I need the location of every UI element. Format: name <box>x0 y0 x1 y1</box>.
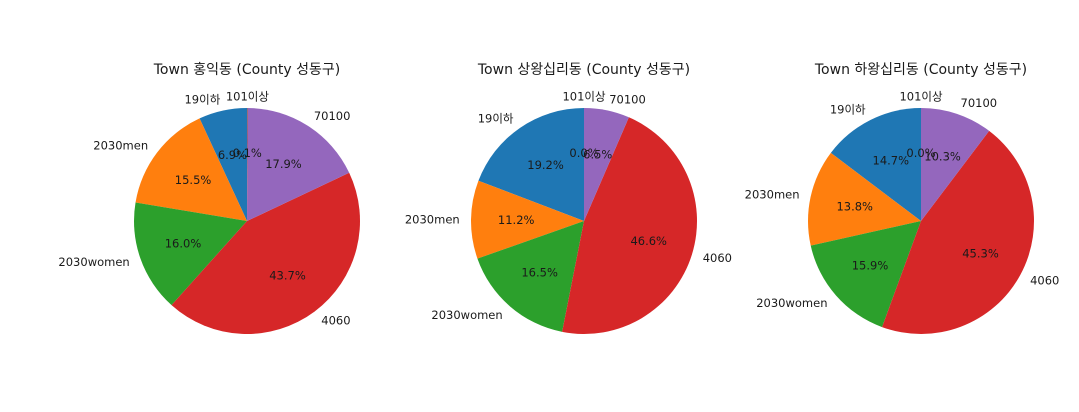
pie-chart-3: 14.7% 19이하 13.8% 2030men 15.9% 2030women 45.3%… <box>745 62 1060 334</box>
pie-category-label-2-3: 2030women <box>431 308 502 322</box>
pie-chart-title-2: Town 상왕십리동 (County 성동구) <box>477 62 690 78</box>
pie-category-label-3-3: 2030women <box>756 296 827 310</box>
pie-chart-title-1: Town 홍익동 (County 성동구) <box>153 62 340 78</box>
pie-category-label-1-5: 70100 <box>314 109 351 123</box>
pie-pct-label-1-4: 43.7% <box>269 268 306 282</box>
pie-category-label-3-5: 70100 <box>961 96 998 110</box>
pie-category-label-2-2: 2030men <box>405 212 460 226</box>
pie-category-label-2-6: 101이상 <box>562 90 606 104</box>
pie-category-label-2-4: 4060 <box>703 251 732 265</box>
pie-pct-label-2-3: 16.5% <box>521 265 558 279</box>
pie-chart-2: 19.2% 19이하 11.2% 2030men 16.5% 2030women 46.6%… <box>405 62 732 334</box>
pie-pct-label-2-1: 19.2% <box>527 158 564 172</box>
pie-category-label-1-2: 2030men <box>93 139 148 153</box>
pie-pct-label-2-2: 11.2% <box>498 213 535 227</box>
pie-pct-label-1-2: 15.5% <box>175 173 212 187</box>
pie-category-label-1-4: 4060 <box>321 314 350 328</box>
pie-category-label-3-4: 4060 <box>1030 274 1059 288</box>
pie-pct-label-3-4: 45.3% <box>962 246 999 260</box>
pie-pct-label-2-6: 0.0% <box>569 146 598 160</box>
pie-pct-label-2-4: 46.6% <box>630 234 667 248</box>
pie-category-label-1-6: 101이상 <box>226 90 270 104</box>
pie-pct-label-1-3: 16.0% <box>165 236 202 250</box>
pie-category-label-2-5: 70100 <box>609 92 646 106</box>
pie-category-label-1-3: 2030women <box>58 255 129 269</box>
pie-pct-label-1-5: 17.9% <box>265 157 302 171</box>
pie-pct-label-3-3: 15.9% <box>852 259 889 273</box>
pie-pct-label-3-6: 0.0% <box>906 146 935 160</box>
pie-pct-label-1-6: 0.1% <box>233 146 262 160</box>
pie-category-label-3-2: 2030men <box>745 188 800 202</box>
pie-category-label-1-1: 19이하 <box>184 93 220 107</box>
pie-category-label-3-6: 101이상 <box>899 90 943 104</box>
pie-category-label-2-1: 19이하 <box>478 112 514 126</box>
pie-chart-title-3: Town 하왕십리동 (County 성동구) <box>814 62 1027 78</box>
pie-pct-label-3-2: 13.8% <box>836 200 873 214</box>
pie-pct-label-3-1: 14.7% <box>873 153 910 167</box>
pie-chart-1: 6.9%19이하15.5%2030men16.0%2030women43.7%4… <box>58 62 360 334</box>
pie-category-label-3-1: 19이하 <box>830 103 866 117</box>
